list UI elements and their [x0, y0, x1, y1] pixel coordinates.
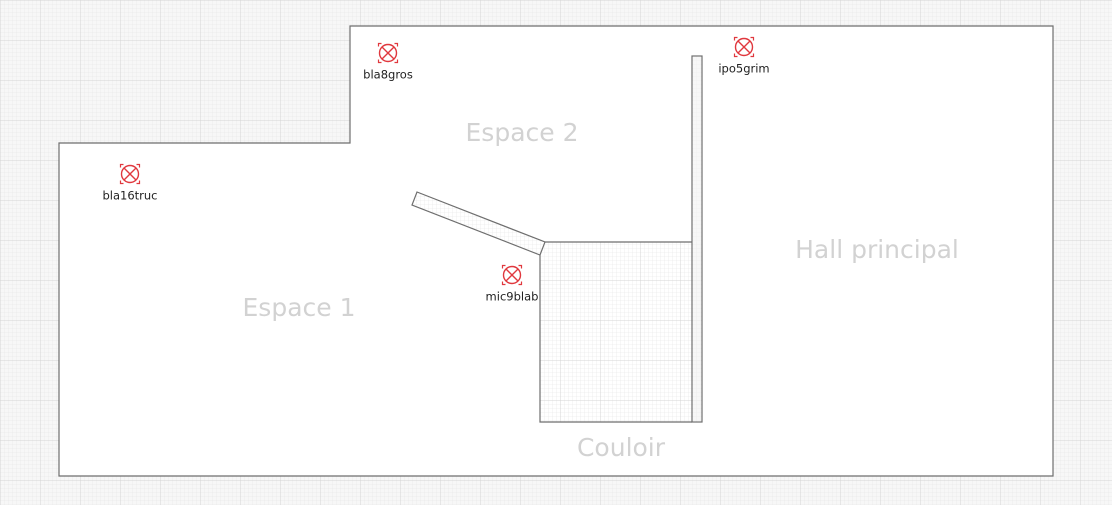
device-label-ipo5grim: ipo5grim [718, 62, 769, 76]
zone-couloir-area[interactable] [540, 242, 702, 422]
device-label-bla8gros: bla8gros [363, 68, 413, 82]
wall-diagonal [411, 191, 546, 256]
device-label-bla16truc: bla16truc [102, 189, 157, 203]
device-label-mic9blab: mic9blab [486, 290, 539, 304]
zone-label-espace2: Espace 2 [466, 118, 579, 147]
zone-label-couloir: Couloir [577, 433, 666, 462]
zone-label-espace1: Espace 1 [243, 293, 356, 322]
wall-couloir-left [539, 255, 692, 423]
zone-label-hall: Hall principal [795, 235, 959, 264]
